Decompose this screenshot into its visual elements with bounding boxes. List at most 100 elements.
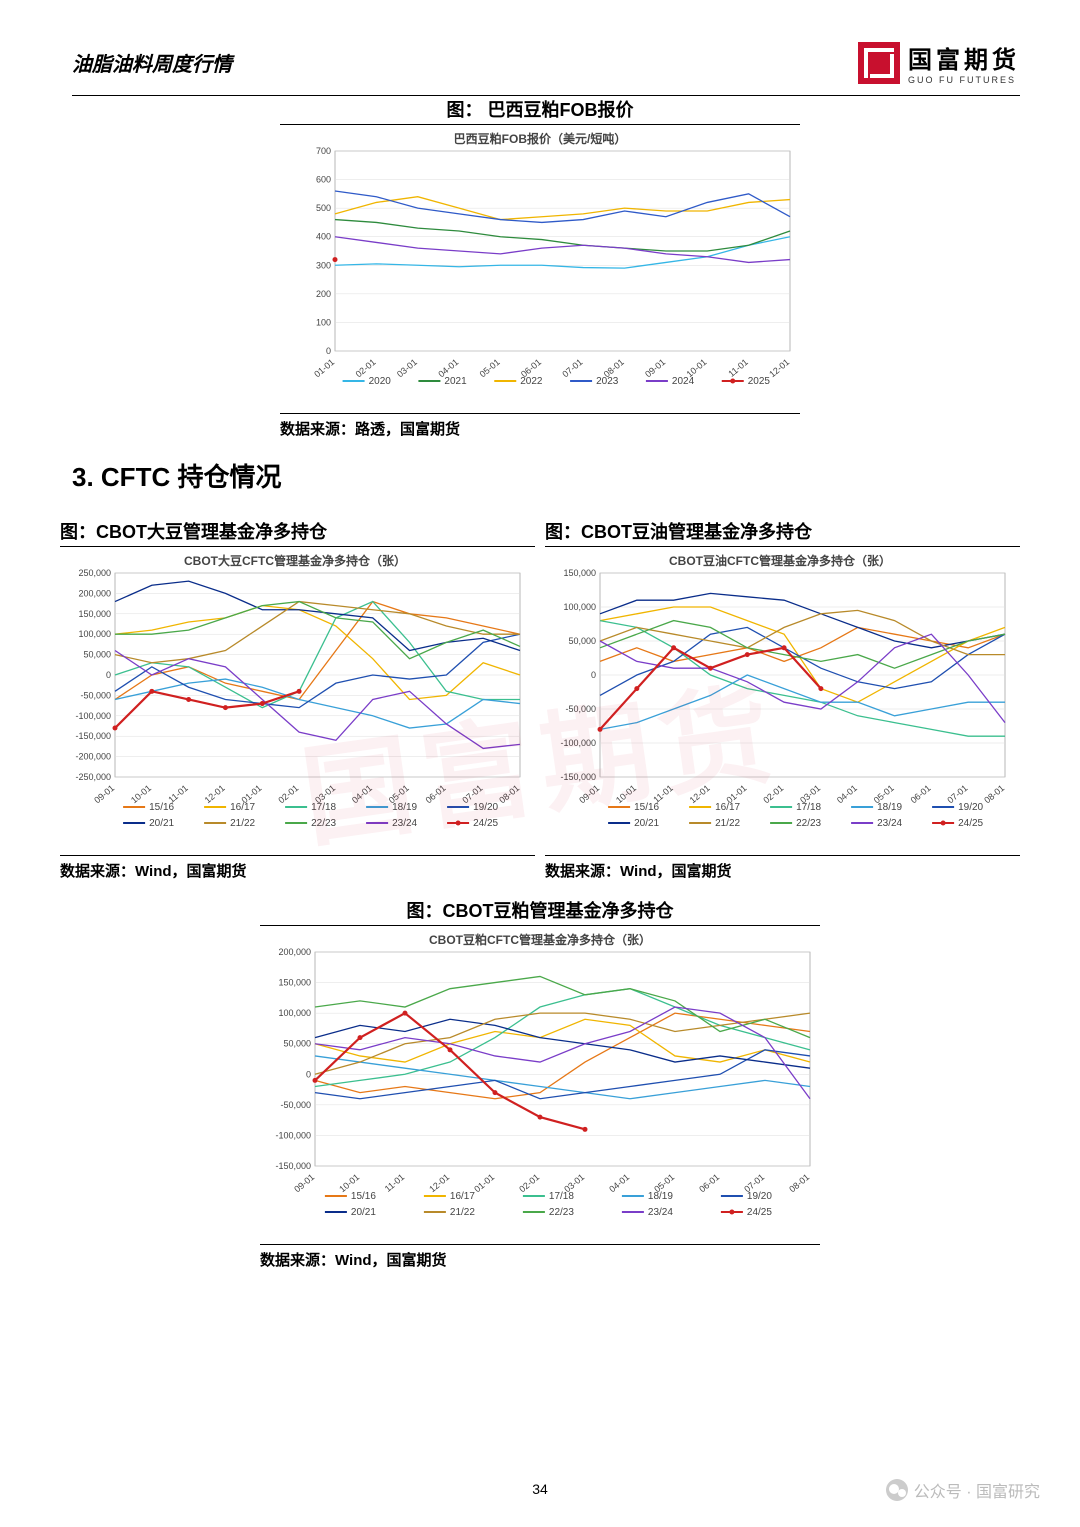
svg-text:23/24: 23/24 — [392, 818, 417, 829]
svg-text:12-01: 12-01 — [203, 783, 227, 805]
header-title: 油脂油料周度行情 — [72, 48, 232, 77]
svg-text:02-01: 02-01 — [761, 783, 785, 805]
svg-text:12-01: 12-01 — [767, 357, 791, 379]
svg-text:17/18: 17/18 — [796, 802, 821, 813]
svg-text:0: 0 — [591, 670, 596, 680]
svg-text:巴西豆粕FOB报价（美元/短吨）: 巴西豆粕FOB报价（美元/短吨） — [454, 131, 627, 146]
svg-text:600: 600 — [316, 175, 331, 185]
svg-text:-150,000: -150,000 — [75, 731, 111, 741]
svg-text:-50,000: -50,000 — [80, 690, 111, 700]
svg-text:150,000: 150,000 — [563, 568, 596, 578]
svg-text:08-01: 08-01 — [787, 1172, 811, 1194]
svg-text:02-01: 02-01 — [276, 783, 300, 805]
chart-svg: CBOT豆粕CFTC管理基金净多持仓（张）-150,000-100,000-50… — [260, 930, 820, 1240]
svg-text:08-01: 08-01 — [497, 783, 521, 805]
chart-title: 图：CBOT豆油管理基金净多持仓 — [545, 518, 1020, 544]
svg-text:05-01: 05-01 — [478, 357, 502, 379]
svg-text:19/20: 19/20 — [958, 802, 983, 813]
svg-text:15/16: 15/16 — [634, 802, 659, 813]
svg-text:17/18: 17/18 — [549, 1191, 574, 1202]
logo: 国富期货 GUO FU FUTURES — [858, 40, 1020, 85]
svg-text:18/19: 18/19 — [877, 802, 902, 813]
svg-text:09-01: 09-01 — [292, 1172, 316, 1194]
wechat-icon — [886, 1479, 908, 1501]
svg-text:09-01: 09-01 — [643, 357, 667, 379]
svg-text:100,000: 100,000 — [278, 1008, 311, 1018]
svg-text:16/17: 16/17 — [715, 802, 740, 813]
chart-svg: CBOT豆油CFTC管理基金净多持仓（张）-150,000-100,000-50… — [545, 551, 1015, 851]
svg-text:09-01: 09-01 — [577, 783, 601, 805]
chart-svg: 巴西豆粕FOB报价（美元/短吨）010020030040050060070001… — [280, 129, 800, 409]
chart-source: 数据来源：Wind，国富期货 — [260, 1244, 820, 1270]
chart-title: 图：CBOT大豆管理基金净多持仓 — [60, 518, 535, 544]
chart-brazil-fob: 图： 巴西豆粕FOB报价 巴西豆粕FOB报价（美元/短吨）01002003004… — [280, 96, 800, 439]
svg-text:17/18: 17/18 — [311, 802, 336, 813]
logo-icon — [858, 42, 900, 84]
svg-text:06-01: 06-01 — [909, 783, 933, 805]
svg-text:-50,000: -50,000 — [565, 704, 596, 714]
svg-text:200,000: 200,000 — [78, 588, 111, 598]
chart-cbot-soybean: 图：CBOT大豆管理基金净多持仓 CBOT大豆CFTC管理基金净多持仓（张）-2… — [60, 518, 535, 881]
svg-text:16/17: 16/17 — [450, 1191, 475, 1202]
logo-cn: 国富期货 — [908, 40, 1020, 75]
svg-text:04-01: 04-01 — [835, 783, 859, 805]
chart-title: 图：CBOT豆粕管理基金净多持仓 — [260, 897, 820, 923]
svg-text:2020: 2020 — [369, 376, 392, 387]
svg-text:0: 0 — [306, 1069, 311, 1079]
svg-text:21/22: 21/22 — [715, 818, 740, 829]
svg-text:100: 100 — [316, 317, 331, 327]
svg-text:-100,000: -100,000 — [560, 738, 596, 748]
svg-text:16/17: 16/17 — [230, 802, 255, 813]
svg-text:2025: 2025 — [748, 376, 771, 387]
svg-text:50,000: 50,000 — [283, 1039, 311, 1049]
svg-text:150,000: 150,000 — [278, 978, 311, 988]
svg-text:20/21: 20/21 — [149, 818, 174, 829]
svg-text:2024: 2024 — [672, 376, 695, 387]
svg-text:22/23: 22/23 — [549, 1207, 574, 1218]
svg-text:11-01: 11-01 — [726, 357, 750, 379]
svg-text:22/23: 22/23 — [796, 818, 821, 829]
svg-text:11-01: 11-01 — [383, 1172, 407, 1194]
page-header: 油脂油料周度行情 国富期货 GUO FU FUTURES — [72, 0, 1020, 96]
svg-text:CBOT豆粕CFTC管理基金净多持仓（张）: CBOT豆粕CFTC管理基金净多持仓（张） — [429, 932, 651, 947]
svg-text:01-01: 01-01 — [472, 1172, 496, 1194]
svg-text:100,000: 100,000 — [563, 602, 596, 612]
svg-text:-200,000: -200,000 — [75, 752, 111, 762]
svg-text:15/16: 15/16 — [351, 1191, 376, 1202]
svg-text:100,000: 100,000 — [78, 629, 111, 639]
svg-text:12-01: 12-01 — [427, 1172, 451, 1194]
chart-svg: CBOT大豆CFTC管理基金净多持仓（张）-250,000-200,000-15… — [60, 551, 530, 851]
svg-text:03-01: 03-01 — [395, 357, 419, 379]
svg-text:06-01: 06-01 — [697, 1172, 721, 1194]
svg-text:21/22: 21/22 — [230, 818, 255, 829]
svg-text:08-01: 08-01 — [982, 783, 1006, 805]
svg-text:04-01: 04-01 — [607, 1172, 631, 1194]
svg-text:400: 400 — [316, 232, 331, 242]
svg-text:50,000: 50,000 — [83, 650, 111, 660]
svg-text:-150,000: -150,000 — [560, 772, 596, 782]
svg-text:24/25: 24/25 — [473, 818, 498, 829]
svg-text:04-01: 04-01 — [350, 783, 374, 805]
svg-text:23/24: 23/24 — [877, 818, 902, 829]
svg-text:09-01: 09-01 — [92, 783, 116, 805]
svg-text:50,000: 50,000 — [568, 636, 596, 646]
svg-text:20/21: 20/21 — [351, 1207, 376, 1218]
wechat-footer: 公众号 · 国富研究 — [886, 1478, 1040, 1502]
svg-text:18/19: 18/19 — [648, 1191, 673, 1202]
svg-text:24/25: 24/25 — [747, 1207, 772, 1218]
svg-text:-150,000: -150,000 — [275, 1161, 311, 1171]
svg-text:23/24: 23/24 — [648, 1207, 673, 1218]
svg-text:2023: 2023 — [596, 376, 619, 387]
svg-text:15/16: 15/16 — [149, 802, 174, 813]
logo-en: GUO FU FUTURES — [908, 75, 1020, 85]
wechat-label: 公众号 · 国富研究 — [914, 1478, 1040, 1502]
svg-text:0: 0 — [106, 670, 111, 680]
svg-text:-100,000: -100,000 — [75, 711, 111, 721]
svg-text:250,000: 250,000 — [78, 568, 111, 578]
svg-text:0: 0 — [326, 346, 331, 356]
svg-text:150,000: 150,000 — [78, 609, 111, 619]
svg-text:-100,000: -100,000 — [275, 1130, 311, 1140]
chart-title: 图： 巴西豆粕FOB报价 — [280, 96, 800, 122]
svg-text:02-01: 02-01 — [517, 1172, 541, 1194]
svg-text:-250,000: -250,000 — [75, 772, 111, 782]
